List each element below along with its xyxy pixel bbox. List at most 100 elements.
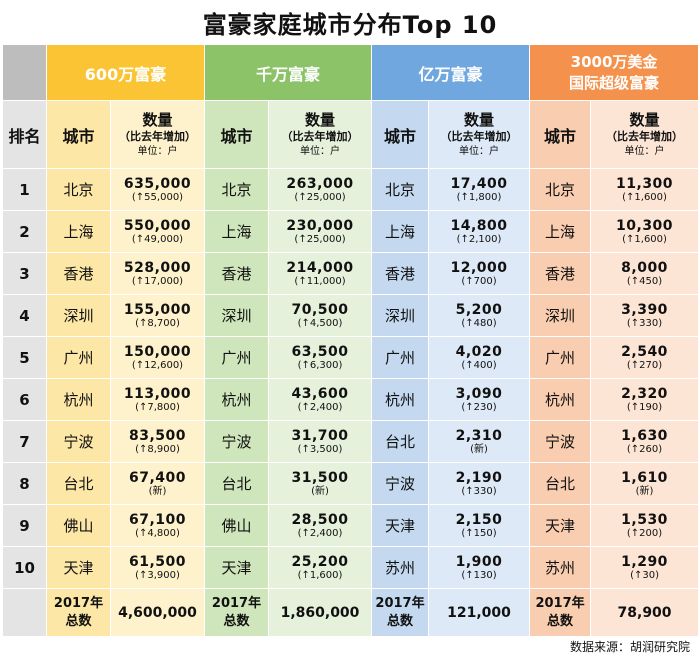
count-delta: (↑8,900) [135, 443, 180, 455]
count-cell: 28,500 (↑2,400) [267, 504, 373, 547]
count-delta: (↑25,000) [294, 233, 346, 245]
totals-label-year: 2017年 [211, 595, 262, 611]
table-row: 10 天津 61,500 (↑3,900) 天津 25,200 (↑1,600) 苏州 1,90… [2, 546, 700, 589]
count-cell: 12,000 (↑700) [428, 252, 531, 295]
count-value: 31,700 [291, 427, 349, 444]
count-value: 1,630 [621, 427, 668, 444]
rank-cell: 8 [2, 462, 47, 505]
count-delta: (新) [311, 485, 329, 497]
totals-label-year: 2017年 [375, 595, 425, 611]
count-value: 63,500 [291, 343, 349, 360]
count-cell: 83,500 (↑8,900) [110, 420, 205, 463]
count-delta: (↑450) [626, 275, 663, 287]
group-header-row: 600万富豪 千万富豪 亿万富豪 3000万美金 国际超级富豪 [2, 44, 700, 101]
count-cell: 2,150 (↑150) [428, 504, 531, 547]
count-delta: (↑330) [461, 485, 497, 497]
count-cell: 150,000 (↑12,600) [110, 336, 205, 379]
count-cell: 31,700 (↑3,500) [267, 420, 373, 463]
totals-label-sum: 总数 [547, 613, 574, 629]
city-cell: 上海 [529, 210, 592, 253]
count-value: 230,000 [286, 217, 354, 234]
count-delta: (↑11,000) [294, 275, 346, 287]
count-delta: (↑1,600) [297, 569, 343, 581]
count-cell: 25,200 (↑1,600) [267, 546, 373, 589]
totals-label-sum: 总数 [65, 613, 92, 629]
count-cell: 2,540 (↑270) [590, 336, 700, 379]
count-value: 8,000 [621, 259, 668, 276]
count-value: 2,320 [621, 385, 668, 402]
count-delta: (↑12,600) [131, 359, 184, 371]
city-cell: 杭州 [46, 378, 111, 421]
group-header-100m: 亿万富豪 [371, 44, 531, 101]
count-value: 12,000 [450, 259, 508, 276]
count-delta: (↑150) [461, 527, 497, 539]
count-cell: 1,610 (新) [590, 462, 700, 505]
count-delta: (↑200) [626, 527, 663, 539]
city-cell: 苏州 [529, 546, 592, 589]
totals-value: 121,000 [428, 588, 531, 637]
count-value: 3,090 [455, 385, 503, 402]
totals-label-sum: 总数 [223, 613, 250, 629]
count-value: 17,400 [450, 175, 508, 192]
count-value: 43,600 [291, 385, 349, 402]
city-cell: 广州 [529, 336, 592, 379]
count-delta: (↑17,000) [131, 275, 184, 287]
table-row: 5 广州 150,000 (↑12,600) 广州 63,500 (↑6,300) 广州 4,0… [2, 336, 700, 379]
count-value: 67,400 [128, 469, 187, 486]
count-delta: (↑1,800) [456, 191, 502, 203]
count-cell: 10,300 (↑1,600) [590, 210, 700, 253]
count-value: 70,500 [291, 301, 349, 318]
table-row: 6 杭州 113,000 (↑7,800) 杭州 43,600 (↑2,400) 杭州 3,09… [2, 378, 700, 421]
count-value: 2,540 [621, 343, 668, 360]
count-cell: 528,000 (↑17,000) [110, 252, 205, 295]
city-cell: 台北 [204, 462, 269, 505]
group-header-10m: 千万富豪 [203, 44, 373, 101]
count-delta: (↑270) [626, 359, 663, 371]
rank-header: 排名 [2, 100, 47, 169]
count-cell: 31,500 (新) [267, 462, 373, 505]
count-cell: 1,630 (↑260) [590, 420, 700, 463]
count-header-label: 数量 [305, 110, 336, 129]
table-row: 4 深圳 155,000 (↑8,700) 深圳 70,500 (↑4,500) 深圳 5,20… [2, 294, 700, 337]
group-header-30m-usd-line2: 国际超级富豪 [569, 73, 660, 92]
city-cell: 北京 [204, 168, 269, 211]
city-cell: 上海 [204, 210, 269, 253]
city-cell: 深圳 [371, 294, 430, 337]
city-header: 城市 [529, 100, 592, 169]
count-cell: 214,000 (↑11,000) [267, 252, 373, 295]
table-row: 3 香港 528,000 (↑17,000) 香港 214,000 (↑11,000) 香港 1… [2, 252, 700, 295]
city-cell: 深圳 [46, 294, 111, 337]
totals-label: 2017年 总数 [529, 588, 592, 637]
count-cell: 70,500 (↑4,500) [267, 294, 373, 337]
count-value: 113,000 [123, 385, 192, 402]
count-cell: 5,200 (↑480) [428, 294, 531, 337]
count-value: 31,500 [291, 469, 349, 486]
city-cell: 北京 [529, 168, 592, 211]
count-header: 数量 （比去年增加） 单位：户 [590, 100, 700, 169]
count-value: 5,200 [455, 301, 503, 318]
count-delta: (↑55,000) [131, 191, 184, 203]
count-delta: (↑2,100) [456, 233, 502, 245]
totals-rank-cell [2, 588, 47, 637]
count-cell: 14,800 (↑2,100) [428, 210, 531, 253]
count-cell: 635,000 (↑55,000) [110, 168, 205, 211]
count-header-sub: （比去年增加） [281, 130, 359, 144]
rank-cell: 4 [2, 294, 47, 337]
city-cell: 台北 [46, 462, 111, 505]
count-header-unit: 单位：户 [137, 146, 178, 158]
city-cell: 香港 [46, 252, 111, 295]
count-delta: (↑480) [461, 317, 497, 329]
rank-cell: 1 [2, 168, 47, 211]
count-cell: 113,000 (↑7,800) [110, 378, 205, 421]
count-cell: 2,320 (↑190) [590, 378, 700, 421]
city-cell: 广州 [371, 336, 430, 379]
count-delta: (↑4,500) [297, 317, 343, 329]
count-header-sub: （比去年增加） [606, 130, 684, 144]
count-delta: (↑1,600) [622, 233, 667, 245]
count-delta: (↑2,400) [297, 527, 343, 539]
count-cell: 8,000 (↑450) [590, 252, 700, 295]
count-delta: (↑2,400) [297, 401, 343, 413]
table-row: 8 台北 67,400 (新) 台北 31,500 (新) 宁波 2,190 (↑330) 台北 1,… [2, 462, 700, 505]
count-cell: 63,500 (↑6,300) [267, 336, 373, 379]
